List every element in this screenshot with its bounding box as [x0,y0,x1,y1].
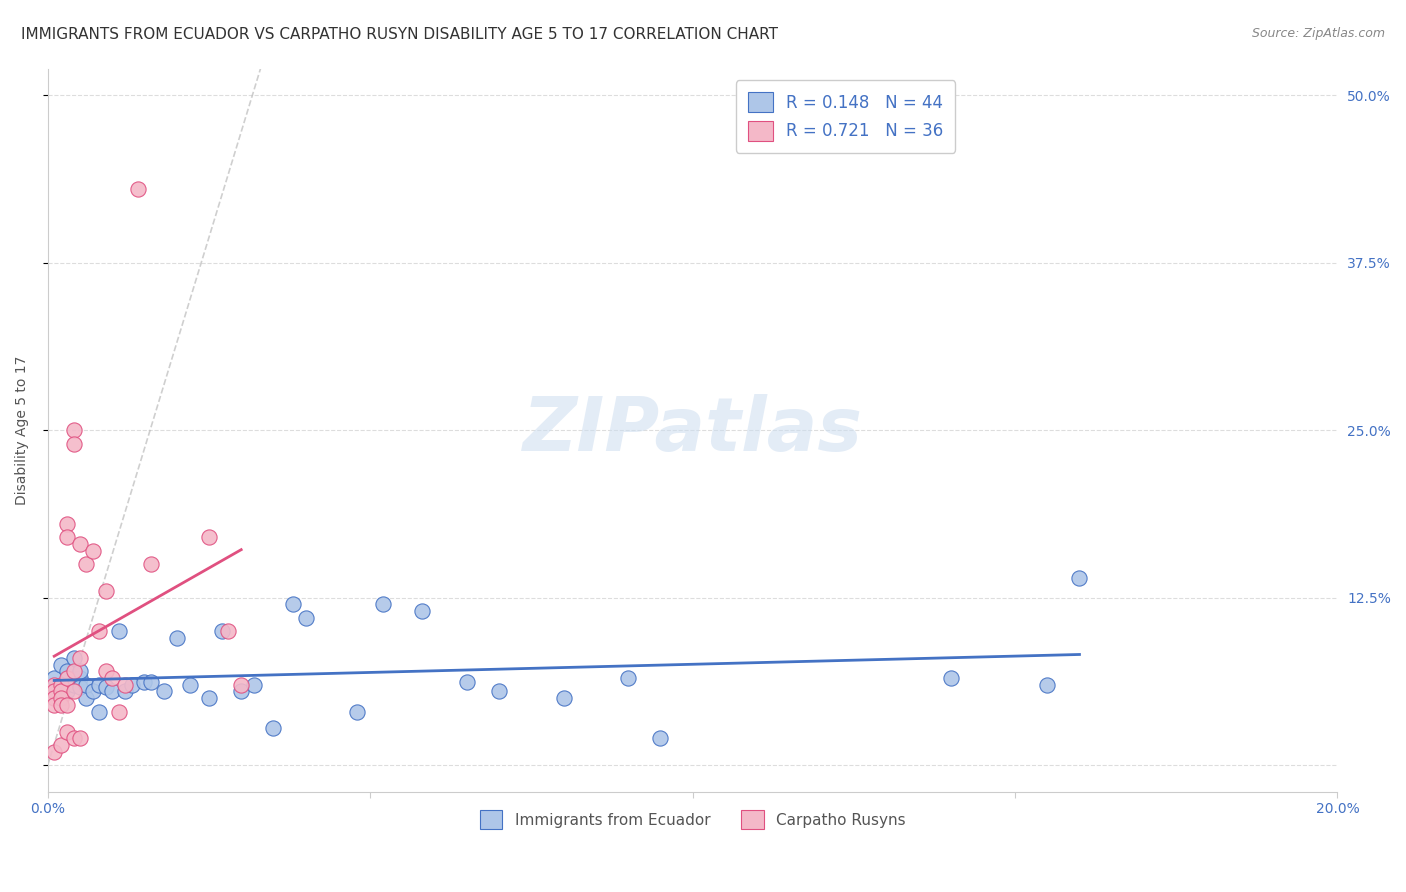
Point [69,665,91,679]
Point [75,558,97,572]
Point [44,698,66,712]
Point [82,544,104,558]
Point [488,684,510,698]
Point [1036,678,1059,692]
Point [553,691,575,706]
Point [211,624,233,639]
Point [69,681,91,695]
Point [82,684,104,698]
Point [62,651,84,665]
Point [139,675,162,690]
Point [49,691,72,706]
Point [114,684,136,698]
Point [56,724,79,739]
Point [153,684,176,698]
Point [56,671,79,685]
Point [56,684,79,698]
Point [456,675,478,690]
Point [49,657,72,672]
Point [49,678,72,692]
Point [44,745,66,759]
Point [56,665,79,679]
Point [49,684,72,698]
Point [617,671,640,685]
Point [44,678,66,692]
Point [62,423,84,437]
Point [107,705,129,719]
Point [346,705,368,719]
Point [94,681,117,695]
Point [294,611,316,625]
Point [127,182,149,196]
Point [89,624,111,639]
Point [56,698,79,712]
Point [44,691,66,706]
Point [49,698,72,712]
Point [62,678,84,692]
Point [94,584,117,599]
Point [56,516,79,531]
Point [49,738,72,752]
Point [411,604,433,618]
Point [231,684,253,698]
Point [56,678,79,692]
Point [94,665,117,679]
Point [262,721,284,735]
Point [231,678,253,692]
Point [939,671,962,685]
Text: IMMIGRANTS FROM ECUADOR VS CARPATHO RUSYN DISABILITY AGE 5 TO 17 CORRELATION CHA: IMMIGRANTS FROM ECUADOR VS CARPATHO RUSY… [21,27,778,42]
Point [134,675,156,690]
Point [62,731,84,746]
Point [107,624,129,639]
Point [101,684,124,698]
Point [166,631,188,645]
Point [371,598,394,612]
Text: ZIPatlas: ZIPatlas [523,393,862,467]
Point [179,678,201,692]
Point [62,684,84,698]
Point [121,678,143,692]
Point [56,530,79,544]
Point [89,705,111,719]
Point [650,731,672,746]
Point [69,651,91,665]
Point [69,671,91,685]
Point [69,731,91,746]
Point [101,671,124,685]
Y-axis label: Disability Age 5 to 17: Disability Age 5 to 17 [15,356,30,505]
Point [44,671,66,685]
Point [281,598,304,612]
Text: Source: ZipAtlas.com: Source: ZipAtlas.com [1251,27,1385,40]
Point [198,530,221,544]
Point [62,436,84,450]
Point [243,678,266,692]
Point [217,624,239,639]
Point [49,684,72,698]
Point [1069,571,1091,585]
Point [89,678,111,692]
Point [44,684,66,698]
Point [114,678,136,692]
Point [75,691,97,706]
Point [198,691,221,706]
Point [62,665,84,679]
Point [75,678,97,692]
Point [139,558,162,572]
Point [69,537,91,551]
Legend: Immigrants from Ecuador, Carpatho Rusyns: Immigrants from Ecuador, Carpatho Rusyns [474,804,911,835]
